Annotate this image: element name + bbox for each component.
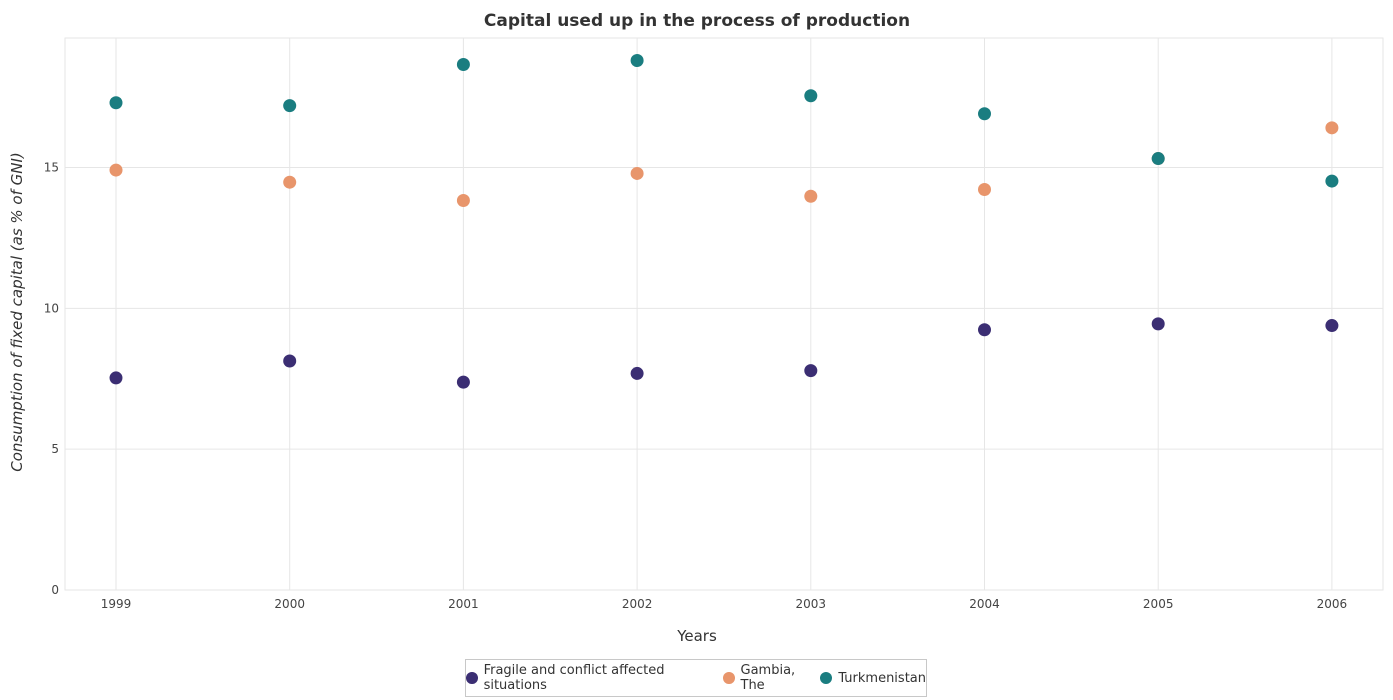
y-tick-label: 15 [44,161,59,175]
y-tick-label: 10 [44,301,59,315]
x-tick-label: 2006 [1317,597,1348,611]
legend-item-gambia: Gambia, The [722,663,820,693]
chart-title: Capital used up in the process of produc… [484,11,910,31]
point-fragile-2002 [630,366,644,380]
y-tick-label: 5 [51,442,59,456]
data-points [109,54,1339,389]
plot-frame [64,37,1384,591]
point-turkmenistan-2002 [630,54,644,68]
legend: Fragile and conflict affected situations… [465,659,927,697]
x-tick-label: 2000 [274,597,305,611]
x-tick-label: 2002 [622,597,653,611]
point-gambia-2001 [456,194,470,208]
point-turkmenistan-2000 [283,99,297,113]
point-gambia-2000 [283,175,297,189]
point-turkmenistan-2006 [1325,174,1339,188]
point-gambia-1999 [109,163,123,177]
legend-item-fragile: Fragile and conflict affected situations [466,663,723,693]
point-fragile-2001 [456,375,470,389]
x-tick-label: 2001 [448,597,479,611]
legend-label-turkmenistan: Turkmenistan [838,670,926,686]
x-tick-label: 2003 [796,597,827,611]
point-turkmenistan-2004 [978,107,991,121]
point-fragile-1999 [109,371,123,385]
legend-item-turkmenistan: Turkmenistan [820,671,926,686]
legend-label-gambia: Gambia, The [740,663,796,693]
point-gambia-2004 [978,183,991,197]
legend-marker-gambia [722,672,735,684]
legend-label-fragile: Fragile and conflict affected situations [483,663,665,693]
legend-marker-turkmenistan [820,672,833,684]
x-tick-label: 2005 [1143,597,1174,611]
point-fragile-2004 [978,323,991,337]
x-tick-labels: 1999 2000 2001 2002 2003 2004 2005 2006 [101,597,1347,611]
point-gambia-2006 [1325,121,1339,135]
grid-lines [64,37,1384,591]
x-tick-label: 1999 [101,597,132,611]
point-fragile-2006 [1325,319,1339,333]
legend-marker-fragile [466,672,478,684]
x-axis-label: Years [676,627,717,645]
point-fragile-2000 [283,354,297,368]
point-gambia-2002 [630,166,644,180]
y-tick-label: 0 [51,583,59,597]
point-turkmenistan-2003 [804,89,818,103]
point-turkmenistan-2001 [456,57,470,71]
point-fragile-2003 [804,364,818,378]
point-gambia-2003 [804,189,818,203]
y-tick-labels: 0 5 10 15 [44,161,59,597]
x-tick-label: 2004 [969,597,1000,611]
y-axis-label: Consumption of fixed capital (as % of GN… [8,152,26,472]
point-turkmenistan-1999 [109,96,123,110]
point-fragile-2005 [1151,317,1165,331]
point-turkmenistan-2005 [1151,152,1165,166]
